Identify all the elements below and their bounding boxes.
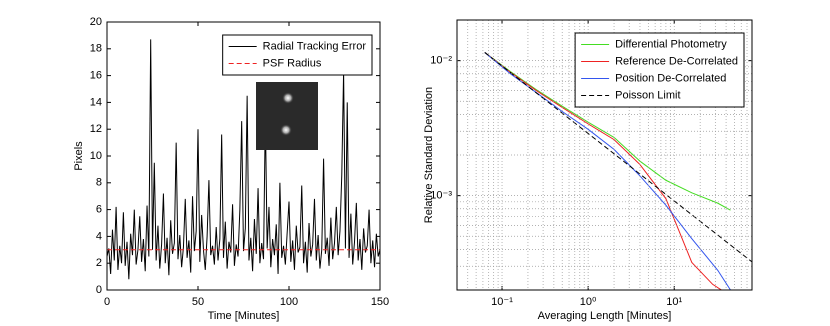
- series-line: [484, 52, 752, 263]
- y-tick-label: 14: [90, 96, 102, 108]
- x-tick-label: 100: [280, 296, 298, 308]
- x-tick-label: 0: [104, 296, 110, 308]
- y-tick-label: 4: [96, 230, 102, 242]
- x-tick-label: 10⁰: [580, 296, 597, 308]
- x-tick-label: 10⁻¹: [491, 296, 513, 308]
- y-tick-label: 2: [96, 257, 102, 269]
- axes-frame: [456, 19, 753, 291]
- legend-label: PSF Radius: [263, 57, 322, 69]
- legend-box: [222, 34, 373, 76]
- legend-label: Differential Photometry: [615, 38, 727, 50]
- x-tick-label: 50: [192, 296, 204, 308]
- series-line: [484, 52, 723, 290]
- inset-image: [256, 82, 318, 150]
- y-tick-label: 20: [90, 16, 102, 28]
- legend: Differential Photometry Reference De-Corr…: [574, 32, 745, 108]
- y-tick-label: 8: [96, 177, 102, 189]
- y-tick-label: 0: [96, 284, 102, 296]
- legend-label: Reference De-Correlated: [615, 55, 738, 67]
- y-axis-label: Pixels: [73, 141, 85, 171]
- y-tick-label: 10: [90, 150, 102, 162]
- y-tick-label: 6: [96, 204, 102, 216]
- star: [280, 124, 292, 136]
- y-tick-label: 10⁻²: [430, 55, 452, 67]
- x-tick-label: 150: [371, 296, 389, 308]
- y-tick-label: 18: [90, 43, 102, 55]
- star: [282, 92, 294, 104]
- plot-content: [107, 39, 380, 280]
- legend-box: [574, 32, 745, 108]
- legend: Radial Tracking Error PSF Radius: [222, 34, 373, 76]
- y-tick-label: 16: [90, 70, 102, 82]
- x-axis-label: Time [Minutes]: [208, 310, 280, 322]
- legend-label: Poisson Limit: [615, 89, 680, 101]
- y-axis-label: Relative Standard Deviation: [423, 87, 435, 223]
- x-axis-label: Averaging Length [Minutes]: [538, 310, 672, 322]
- series-line: [107, 39, 380, 280]
- axes-frame: [106, 21, 381, 291]
- legend-label: Radial Tracking Error: [263, 40, 367, 52]
- x-tick-label: 10¹: [666, 296, 682, 308]
- y-tick-label: 12: [90, 123, 102, 135]
- legend-label: Position De-Correlated: [615, 72, 726, 84]
- y-tick-label: 10⁻³: [430, 190, 452, 202]
